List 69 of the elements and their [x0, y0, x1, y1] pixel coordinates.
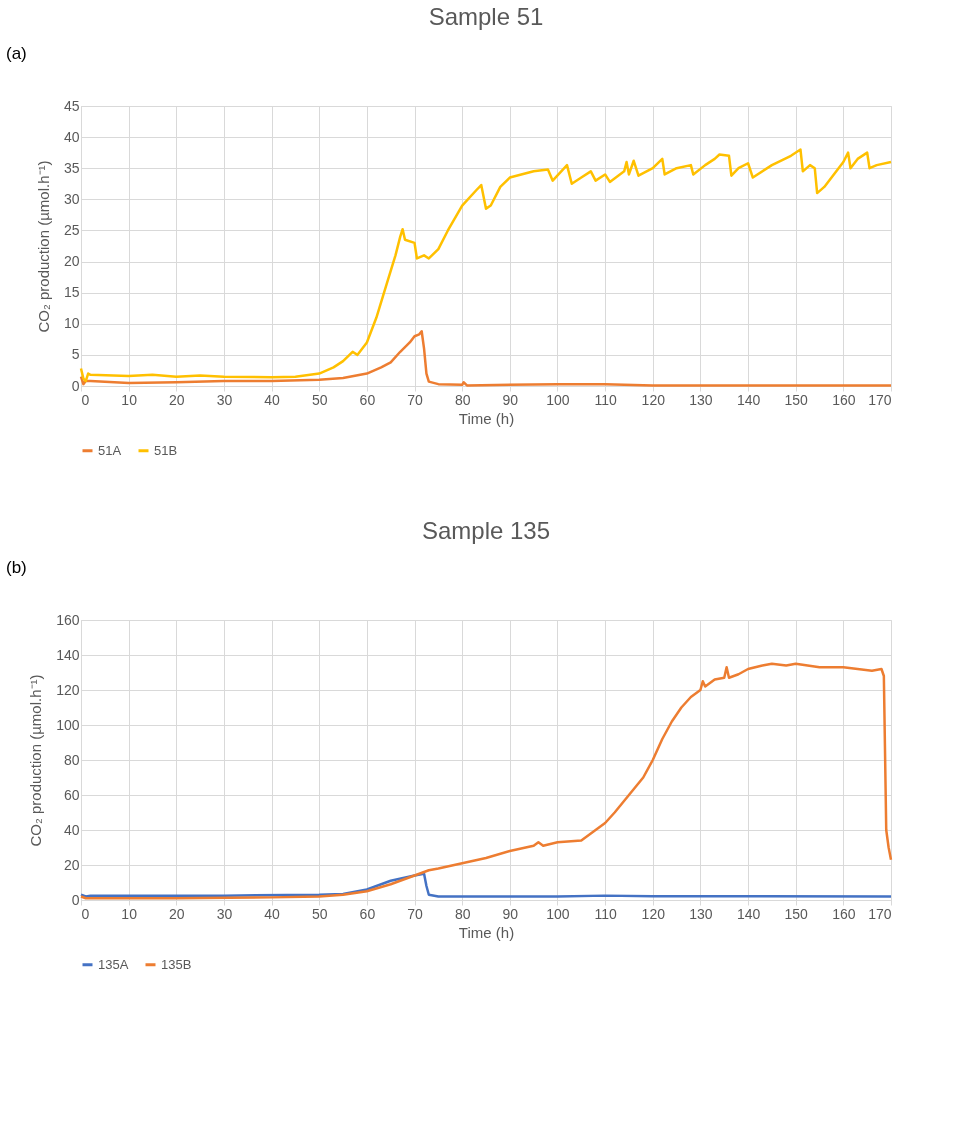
y-tick-label: 45 — [63, 97, 80, 114]
y-tick-label: 160 — [56, 611, 80, 628]
x-tick-label: 130 — [689, 905, 713, 922]
y-axis-title: CO₂ production (µmol.h⁻¹) — [34, 160, 52, 333]
y-axis-title: CO₂ production (µmol.h⁻¹) — [27, 674, 45, 847]
x-tick-label: 100 — [546, 905, 570, 922]
x-tick-label: 150 — [784, 905, 809, 922]
x-tick-label: 140 — [736, 391, 761, 408]
line-series — [79, 329, 893, 387]
line-series — [79, 662, 893, 900]
x-tick-label: 120 — [641, 905, 666, 922]
chart-title: Sample 51 — [428, 3, 544, 30]
y-tick-label: 0 — [71, 377, 80, 394]
y-tick-label: 100 — [56, 716, 80, 733]
y-tick-label: 120 — [56, 681, 80, 698]
x-tick-label: 50 — [311, 905, 328, 922]
y-tick-label: 20 — [63, 856, 80, 873]
line-series — [79, 148, 893, 383]
y-tick-label: 140 — [56, 646, 80, 663]
line-series — [79, 872, 893, 898]
x-tick-label: 160 — [832, 391, 856, 408]
y-tick-label: 35 — [63, 159, 80, 176]
x-tick-label: 90 — [502, 905, 519, 922]
x-tick-label: 30 — [216, 905, 233, 922]
x-tick-label: 60 — [359, 391, 376, 408]
text: (a) — [6, 44, 27, 63]
x-tick-label: 20 — [169, 391, 185, 408]
x-axis-title: Time (h) — [458, 409, 515, 427]
y-tick-label: 15 — [63, 284, 80, 301]
x-tick-label: 120 — [641, 391, 666, 408]
x-tick-label: 140 — [736, 905, 761, 922]
x-tick-label: 70 — [407, 905, 424, 922]
x-tick-label: 80 — [454, 391, 471, 408]
x-tick-label: 80 — [454, 905, 471, 922]
x-tick-label: 90 — [502, 391, 519, 408]
y-tick-label: 40 — [63, 821, 80, 838]
x-tick-label: 10 — [121, 905, 138, 922]
x-tick-label: 70 — [407, 391, 424, 408]
chart-title: Sample 135 — [421, 517, 551, 544]
x-tick-label: 110 — [594, 905, 617, 922]
x-tick-label: 50 — [311, 391, 328, 408]
x-tick-label: 170 — [868, 905, 892, 922]
x-tick-label: 110 — [594, 391, 617, 408]
legend-label: 135A — [98, 956, 129, 972]
y-tick-label: 80 — [63, 751, 80, 768]
y-tick-label: 0 — [71, 891, 80, 908]
y-tick-label: 5 — [71, 346, 80, 363]
y-tick-label: 25 — [63, 221, 80, 238]
x-tick-label: 60 — [359, 905, 376, 922]
y-tick-label: 60 — [63, 786, 80, 803]
x-tick-label: 40 — [264, 905, 281, 922]
x-tick-label: 10 — [121, 391, 138, 408]
x-tick-label: 170 — [868, 391, 892, 408]
x-tick-label: 20 — [169, 905, 185, 922]
text: (b) — [6, 558, 27, 577]
x-tick-label: 100 — [546, 391, 570, 408]
x-tick-label: 30 — [216, 391, 233, 408]
y-tick-label: 10 — [63, 315, 80, 332]
legend-label: 51B — [154, 442, 178, 458]
y-tick-label: 30 — [63, 190, 80, 207]
y-tick-label: 20 — [63, 253, 80, 270]
y-tick-label: 40 — [63, 128, 80, 145]
legend-label: 135B — [161, 956, 192, 972]
x-tick-label: 160 — [832, 905, 856, 922]
x-axis-title: Time (h) — [458, 923, 515, 941]
x-tick-label: 40 — [264, 391, 281, 408]
legend-label: 51A — [98, 442, 122, 458]
x-tick-label: 150 — [784, 391, 809, 408]
x-tick-label: 130 — [689, 391, 713, 408]
